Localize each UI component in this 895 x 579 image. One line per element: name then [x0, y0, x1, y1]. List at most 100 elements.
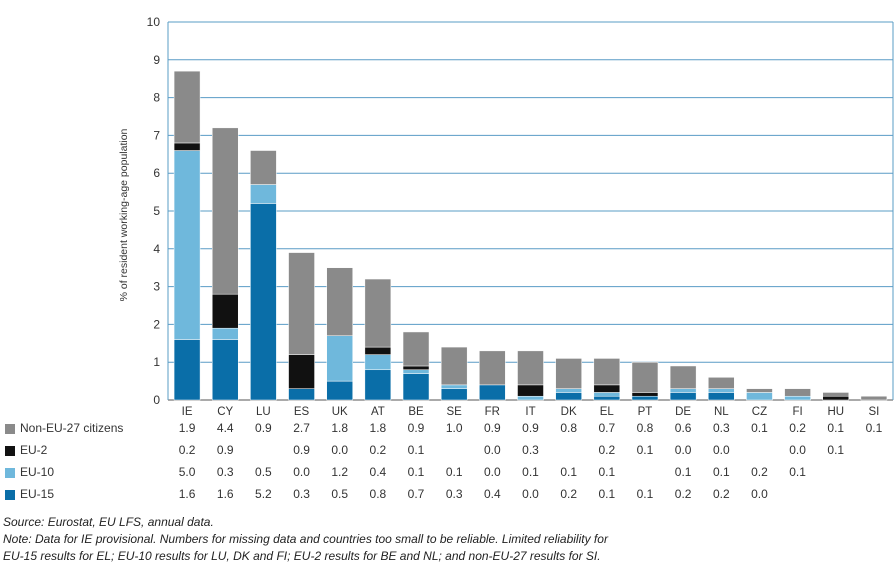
bar-segment-de-eu-10: [669, 388, 697, 393]
table-row: Non-EU-27 citizens 1.9 4.4 0.9 2.7 1.8 1.8 0.9 1…: [0, 420, 895, 440]
bar-segment-ie-eu-2: [173, 142, 201, 151]
table-cell: 0.0: [789, 443, 806, 457]
bar-segment-nl-non-eu-27-citizens: [708, 377, 735, 389]
x-tick-label: ES: [294, 406, 310, 418]
bar-segment-cy-eu-10: [211, 327, 239, 340]
bar-segment-fi-eu-10: [784, 395, 811, 401]
y-tick-label: 7: [153, 128, 160, 142]
table-cell: 0.8: [636, 421, 654, 435]
bar-segment-si-non-eu-27-citizens: [860, 395, 888, 401]
table-cell: 0.9: [293, 443, 310, 457]
y-tick-label: 10: [147, 15, 161, 29]
bar-segment-it-eu-2: [517, 384, 544, 397]
y-tick-label: 5: [153, 204, 160, 218]
bar-segment-cz-non-eu-27-citizens: [746, 388, 773, 393]
legend-swatch: [5, 490, 15, 500]
bar-segment-uk-eu-15: [326, 380, 353, 401]
bar-segment-dk-eu-15: [555, 392, 582, 401]
table-cell: 0.0: [522, 487, 539, 501]
x-tick-label: SI: [868, 406, 879, 418]
bar-segment-lu-non-eu-27-citizens: [250, 150, 277, 185]
table-cell: 0.3: [522, 443, 539, 457]
table-cell: 0.1: [598, 487, 616, 501]
bar-segment-se-non-eu-27-citizens: [440, 346, 468, 386]
table-cell: 0.0: [483, 465, 501, 479]
table-cell: 1.6: [216, 487, 234, 501]
table-cell: 0.3: [712, 421, 730, 435]
table-cell: 0.2: [712, 487, 730, 501]
bar-segment-uk-eu-10: [326, 335, 353, 382]
table-cell: 0.3: [445, 487, 463, 501]
table-cell: 0.9: [255, 421, 272, 435]
x-tick-label: CZ: [752, 406, 767, 418]
bar-segment-nl-eu-10: [708, 388, 735, 393]
table-cell: 0.0: [483, 443, 501, 457]
y-tick-label: 3: [153, 280, 160, 294]
x-axis-labels: IE CY LU ES UK AT BE SE FR IT DK EL PT DE NL CZ FI HU SI: [182, 406, 880, 418]
y-tick-label: 6: [153, 166, 160, 180]
table-cell: 0.1: [865, 421, 883, 435]
table-cell: 0.9: [483, 421, 501, 435]
table-cell: 0.0: [751, 487, 768, 501]
x-tick-label: FI: [792, 406, 802, 418]
table-cell: 0.4: [483, 487, 501, 501]
table-cell: 0.6: [674, 421, 692, 435]
bar-segment-de-eu-15: [669, 392, 697, 401]
x-tick-label: BE: [408, 406, 424, 418]
table-cell: 5.2: [255, 487, 272, 501]
x-tick-label: SE: [447, 406, 463, 418]
y-tick-label: 8: [153, 91, 160, 105]
bar-segment-cy-eu-15: [211, 339, 239, 401]
footnotes: Source: Eurostat, EU LFS, annual data. N…: [3, 514, 893, 565]
table-cell: 0.2: [751, 465, 768, 479]
table-cell: 0.1: [789, 465, 806, 479]
bar-segment-dk-non-eu-27-citizens: [555, 358, 582, 389]
table-cell: 0.3: [216, 465, 234, 479]
bars: [173, 70, 888, 401]
bar-segment-fr-non-eu-27-citizens: [479, 350, 506, 386]
x-tick-label: FR: [485, 406, 500, 418]
bar-segment-ie-non-eu-27-citizens: [173, 70, 201, 144]
bar-segment-hu-non-eu-27-citizens: [822, 392, 850, 397]
bar-segment-el-eu-10: [593, 392, 621, 397]
x-tick-label: UK: [332, 406, 348, 418]
gridlines: [167, 21, 894, 401]
table-cell: 0.1: [674, 465, 692, 479]
table-cell: 2.7: [293, 421, 310, 435]
legend-swatch: [5, 424, 15, 434]
y-tick-label: 9: [153, 53, 160, 67]
bar-segment-nl-eu-15: [708, 392, 735, 401]
bar-segment-lu-eu-15: [250, 203, 277, 401]
table-cell: 1.0: [445, 421, 463, 435]
table-cell: 0.1: [636, 487, 654, 501]
table-cell: 0.5: [331, 487, 349, 501]
bar-segment-fr-eu-15: [479, 384, 506, 401]
y-tick-label: 0: [153, 393, 160, 407]
bar-segment-at-eu-2: [364, 346, 392, 355]
table-cell: 0.9: [216, 443, 234, 457]
table-cell: 0.1: [445, 465, 463, 479]
table-cell: 1.6: [178, 487, 196, 501]
table-cell: 0.5: [255, 465, 272, 479]
y-axis-label: % of resident working-age population: [118, 128, 130, 301]
bar-segment-pt-non-eu-27-citizens: [631, 361, 659, 393]
x-tick-label: HU: [827, 406, 844, 418]
table-cell: 0.9: [407, 421, 425, 435]
table-row: EU-15 1.6 1.6 5.2 0.3 0.5 0.8 0.7 0.3 0.4 0.0 0.2 0.…: [0, 486, 895, 506]
table-cell: 0.1: [827, 421, 845, 435]
table-cell: 0.1: [560, 465, 577, 479]
table-cell: 0.2: [598, 443, 616, 457]
table-row: EU-2 0.2 0.9 0.9 0.0 0.2 0.1 0.0 0.3 0.2 0.1 0.0 0.0…: [0, 442, 895, 462]
table-cell: 0.2: [789, 421, 806, 435]
x-tick-label: IE: [182, 406, 193, 418]
bar-segment-es-eu-15: [288, 388, 315, 401]
table-cell: 0.2: [178, 443, 196, 457]
y-tick-label: 2: [153, 317, 160, 331]
table-row: EU-10 5.0 0.3 0.5 0.0 1.2 0.4 0.1 0.1 0.0 0.1 0.1 0.…: [0, 464, 895, 484]
bar-segment-pt-eu-2: [631, 392, 659, 397]
bar-segment-uk-non-eu-27-citizens: [326, 267, 353, 336]
bar-segment-se-eu-15: [440, 388, 468, 401]
table-cell: 5.0: [178, 465, 196, 479]
table-cell: 0.0: [674, 443, 692, 457]
table-cell: 0.8: [560, 421, 577, 435]
